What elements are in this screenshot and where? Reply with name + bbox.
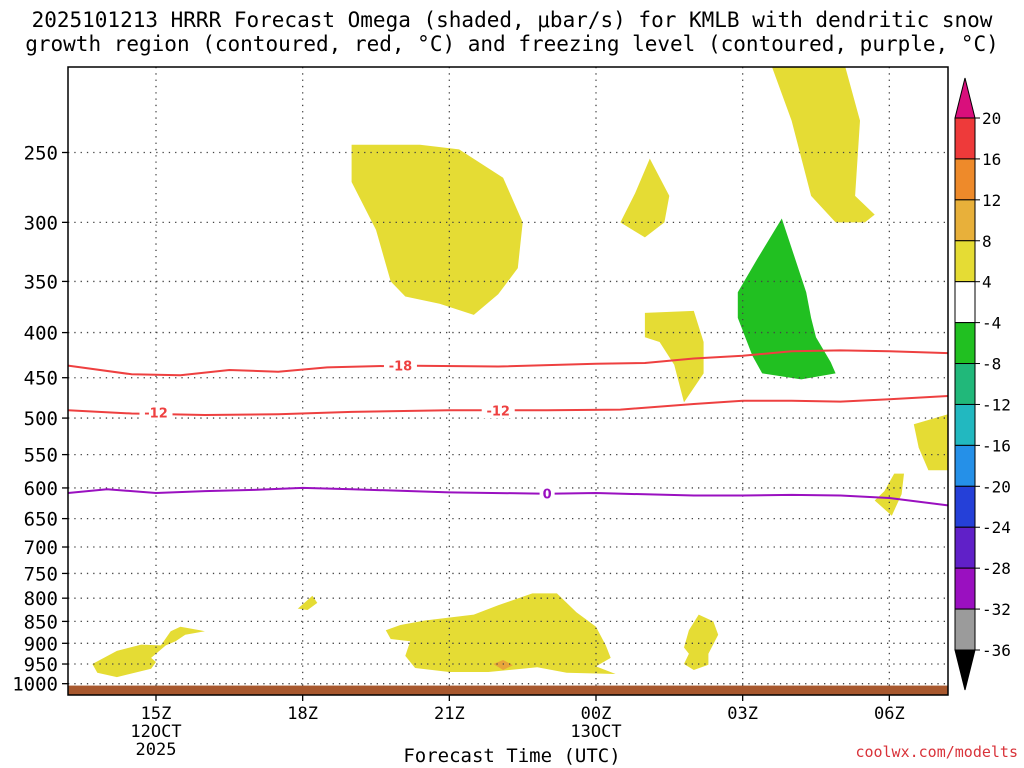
x-tick-label: 21Z	[434, 704, 465, 724]
y-tick-label: 750	[24, 563, 58, 585]
contour-label-bg	[481, 402, 515, 419]
omega-region-8	[493, 660, 513, 670]
contour-label-bg	[139, 404, 173, 421]
y-tick-label: 250	[24, 142, 58, 164]
credit-text: coolwx.com/modelts	[855, 743, 1018, 761]
colorbar-band	[954, 281, 976, 324]
colorbar-label: -4	[982, 314, 1001, 333]
colorbar-band	[954, 608, 976, 651]
colorbar-label: -24	[982, 518, 1011, 537]
y-tick-label: 650	[24, 509, 58, 531]
colorbar-band	[954, 240, 976, 283]
y-tick-label: 1000	[12, 674, 58, 696]
colorbar-label: -20	[982, 477, 1011, 496]
y-tick-label: 900	[24, 633, 58, 655]
dgz-lower-contour	[68, 395, 948, 417]
y-tick-label: 800	[24, 588, 58, 610]
colorbar-band	[954, 485, 976, 528]
colorbar-label: 4	[982, 273, 992, 292]
y-tick-label: 300	[24, 212, 58, 234]
colorbar: 20 16 12 8 4 -4 -8 -12 -16 -20 -24 -28 -32 -36	[954, 77, 1011, 691]
omega-region-4	[644, 310, 704, 403]
colorbar-band	[954, 444, 976, 487]
y-tick-label: 400	[24, 323, 58, 345]
colorbar-label: -36	[982, 641, 1011, 660]
y-tick-label: 500	[24, 408, 58, 430]
surface-band	[68, 685, 948, 695]
plot-frame	[67, 66, 949, 696]
x-tick-year: 2025	[136, 740, 177, 760]
x-tick-label: 06Z	[874, 704, 905, 724]
omega-region-4	[351, 144, 523, 315]
chart-title-line-1: 2025101213 HRRR Forecast Omega (shaded, …	[31, 8, 993, 32]
chart-title-line-2: growth region (contoured, red, °C) and f…	[25, 32, 999, 56]
omega-region-4	[297, 595, 318, 610]
x-tick-label: 03Z	[727, 704, 758, 724]
y-tick-label: 450	[24, 368, 58, 390]
contour-label: -18	[389, 360, 413, 375]
freezing-level-contour	[68, 486, 948, 507]
colorbar-band	[954, 403, 976, 446]
omega-region-4	[772, 67, 875, 223]
contour-label: -12	[144, 407, 168, 422]
dgz-upper-contour	[68, 349, 948, 377]
plot-area: -18 -12 -12 0	[68, 67, 948, 695]
omega-region-4	[620, 158, 670, 238]
contour-label-bg	[539, 485, 555, 502]
colorbar-label: -12	[982, 395, 1011, 414]
colorbar-band	[954, 363, 976, 405]
colorbar-label: -28	[982, 559, 1011, 578]
colorbar-label: -16	[982, 436, 1011, 455]
omega-region-4	[684, 614, 719, 670]
colorbar-label: 12	[982, 191, 1001, 210]
colorbar-band	[954, 117, 976, 160]
y-tick-label: 600	[24, 478, 58, 500]
colorbar-band	[954, 567, 976, 610]
omega-region--4	[737, 218, 836, 380]
y-tick-label: 950	[24, 654, 58, 676]
omega-region-4	[913, 414, 948, 471]
y-tick-label: 350	[24, 271, 58, 293]
colorbar-label: 8	[982, 232, 992, 251]
omega-region-4	[385, 593, 616, 674]
y-tick-label: 850	[24, 611, 58, 633]
colorbar-band	[954, 526, 976, 569]
x-tick-date: 12OCT	[130, 722, 181, 742]
colorbar-band	[954, 199, 976, 242]
colorbar-label: 20	[982, 109, 1001, 128]
omega-region-4	[874, 473, 904, 516]
x-tick-label: 15Z	[141, 704, 172, 724]
y-tick-label: 550	[24, 445, 58, 467]
contour-label: 0	[543, 488, 552, 503]
omega-region-4	[92, 626, 205, 678]
colorbar-top-triangle	[954, 77, 976, 119]
colorbar-label: -8	[982, 355, 1001, 374]
colorbar-band	[954, 158, 976, 201]
colorbar-label: 16	[982, 150, 1001, 169]
colorbar-bottom-triangle	[954, 649, 976, 691]
contour-label: -12	[486, 404, 510, 419]
colorbar-band	[954, 322, 976, 365]
x-axis-label: Forecast Time (UTC)	[403, 745, 621, 767]
x-tick-label: 00Z	[581, 704, 612, 724]
y-tick-label: 700	[24, 537, 58, 559]
x-tick-date: 13OCT	[570, 722, 621, 742]
contour-label-bg	[383, 357, 417, 374]
grid	[68, 67, 948, 686]
colorbar-label: -32	[982, 600, 1011, 619]
x-tick-label: 18Z	[287, 704, 318, 724]
